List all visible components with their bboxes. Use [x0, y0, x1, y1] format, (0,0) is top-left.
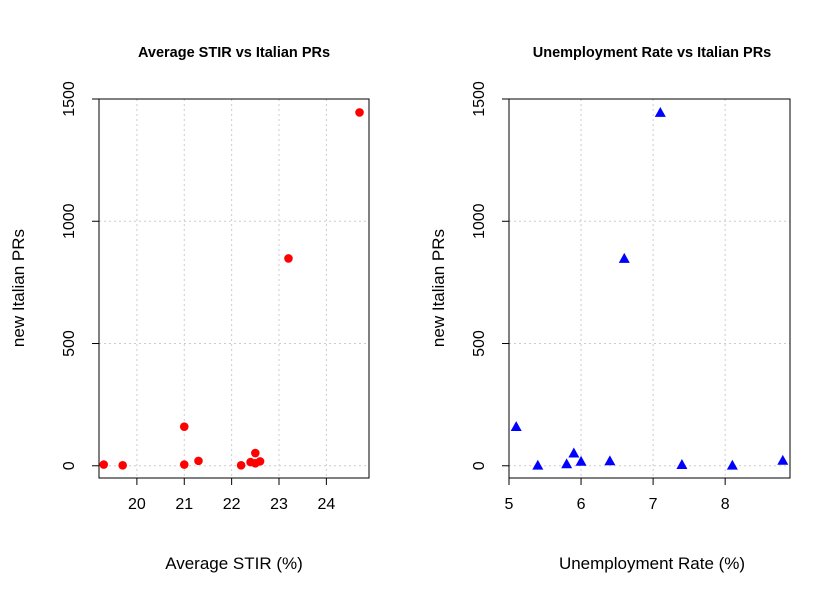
panel-stir-y-tick-label: 0 — [61, 461, 78, 470]
panel-stir-data-point — [251, 448, 260, 458]
panel-unemployment-plot-frame — [508, 98, 791, 479]
panel-stir-x-tick-label: 23 — [270, 496, 288, 513]
panel-stir-data-point — [355, 108, 364, 117]
panel-stir-x-tick-label: 20 — [128, 496, 146, 513]
panel-stir-data-point — [255, 457, 265, 466]
panel-unemployment-y-tick-label: 1000 — [471, 203, 488, 239]
panel-stir-data-point — [179, 460, 189, 469]
panel-unemployment-data-point — [654, 106, 666, 117]
panel-stir-y-tick-label: 500 — [61, 330, 78, 357]
panel-stir: Average STIR vs Italian PRs 20 21 22 23 24 0 5… — [9, 45, 370, 573]
panel-unemployment-x-tick-label: 8 — [721, 496, 730, 513]
panel-stir-y-tick-label: 1000 — [61, 203, 78, 239]
panel-unemployment-x-axis-label: Unemployment Rate (%) — [559, 554, 745, 573]
panel-unemployment-data-point — [575, 455, 587, 466]
panel-stir-x-tick-label: 21 — [175, 496, 193, 513]
panel-unemployment-data-point — [726, 459, 738, 470]
panel-unemployment-y-tick-label: 0 — [471, 461, 488, 470]
panel-stir-x-tick-label: 24 — [317, 496, 335, 513]
panel-stir-y-tick-label: 1500 — [61, 81, 78, 117]
panel-stir-data-point — [236, 460, 246, 470]
panel-stir-data-point — [194, 456, 203, 466]
panel-unemployment-y-tick-label: 1500 — [471, 81, 488, 117]
panel-unemployment: Unemployment Rate vs Italian PRs 5 6 7 8 0 50… — [429, 45, 791, 573]
panel-unemployment-x-tick-label: 7 — [649, 496, 658, 513]
panel-unemployment-data-point — [532, 459, 544, 470]
panel-unemployment-data-point — [568, 447, 580, 458]
panel-unemployment-x-tick-label: 5 — [505, 496, 514, 513]
panel-unemployment-points — [510, 106, 789, 470]
panel-stir-y-axis-label: new Italian PRs — [9, 229, 28, 347]
panel-unemployment-y-tick-label: 500 — [471, 330, 488, 357]
panel-stir-data-point — [118, 460, 127, 470]
panel-unemployment-axes: 5 6 7 8 0 500 1000 1500 — [471, 81, 730, 513]
panel-stir-grid — [99, 98, 369, 478]
panel-unemployment-x-tick-label: 6 — [577, 496, 586, 513]
panel-stir-x-axis-label: Average STIR (%) — [165, 554, 303, 573]
panel-stir-data-point — [179, 422, 189, 431]
panel-unemployment-data-point — [604, 455, 616, 466]
panel-stir-axes: 20 21 22 23 24 0 500 1000 1500 — [61, 81, 335, 513]
panel-unemployment-data-point — [618, 252, 630, 263]
panel-unemployment-data-point — [676, 459, 688, 469]
panel-unemployment-title: Unemployment Rate vs Italian PRs — [533, 45, 772, 61]
panel-stir-x-tick-label: 22 — [223, 496, 241, 513]
panel-unemployment-data-point — [510, 421, 522, 432]
panel-stir-data-point — [284, 254, 293, 263]
panel-unemployment-data-point — [777, 454, 789, 465]
panel-stir-points — [99, 108, 364, 470]
panel-unemployment-data-point — [561, 458, 573, 469]
panel-stir-data-point — [99, 460, 109, 469]
panel-stir-plot-frame — [98, 98, 370, 479]
panel-unemployment-y-axis-label: new Italian PRs — [429, 229, 448, 347]
panel-stir-title: Average STIR vs Italian PRs — [138, 45, 330, 61]
panel-unemployment-grid — [508, 98, 790, 478]
